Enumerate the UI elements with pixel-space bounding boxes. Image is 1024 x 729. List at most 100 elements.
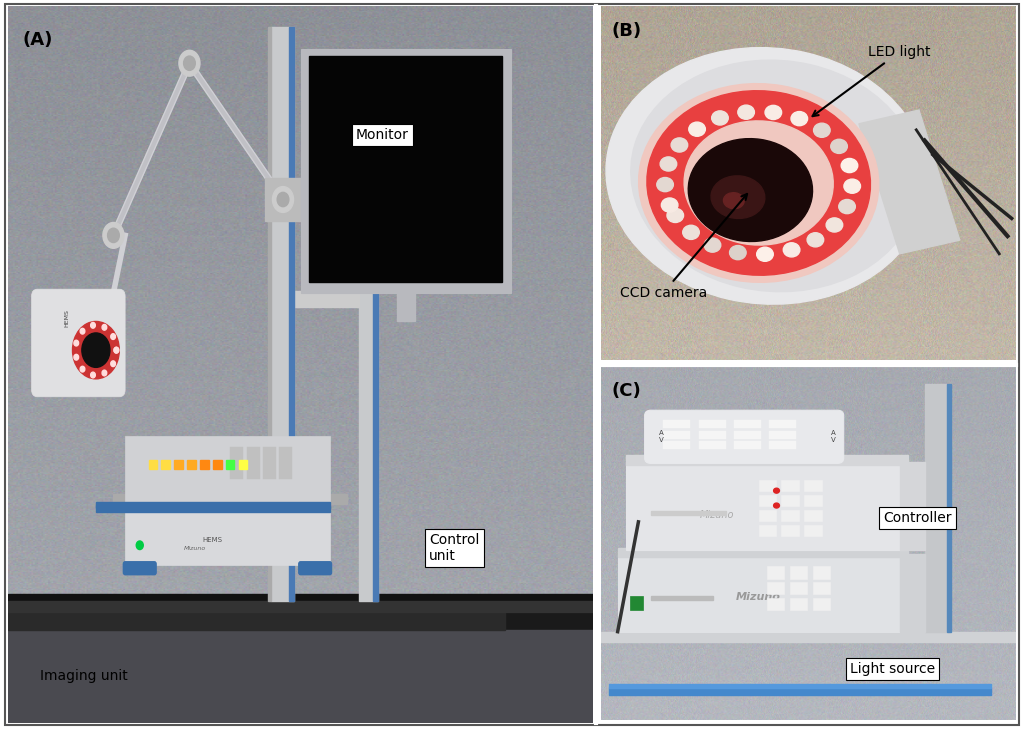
Circle shape — [729, 246, 746, 260]
Bar — [617, 548, 908, 557]
Circle shape — [773, 503, 779, 508]
Bar — [630, 596, 643, 610]
Circle shape — [841, 158, 858, 173]
Circle shape — [757, 247, 773, 261]
Text: (A): (A) — [23, 31, 53, 49]
Bar — [769, 442, 796, 449]
Bar — [359, 63, 378, 601]
Bar — [767, 566, 784, 579]
Circle shape — [791, 112, 808, 125]
Bar — [162, 460, 170, 469]
Bar — [609, 687, 991, 695]
Circle shape — [712, 111, 728, 125]
Circle shape — [74, 354, 79, 360]
Bar — [114, 494, 347, 504]
Circle shape — [773, 488, 779, 493]
Circle shape — [683, 225, 699, 239]
Text: (B): (B) — [611, 22, 642, 40]
Text: Controller: Controller — [883, 511, 951, 526]
Bar — [8, 594, 593, 612]
Text: Control
unit: Control unit — [429, 533, 479, 564]
Bar — [8, 601, 593, 723]
Circle shape — [102, 324, 106, 330]
Bar — [734, 442, 761, 449]
Bar — [734, 420, 761, 428]
Bar — [790, 582, 807, 594]
Bar — [804, 495, 821, 506]
Text: Mizuno: Mizuno — [736, 592, 781, 601]
Bar — [239, 460, 248, 469]
Circle shape — [705, 238, 721, 252]
FancyBboxPatch shape — [125, 436, 330, 504]
Bar — [96, 502, 330, 508]
Bar — [268, 28, 271, 601]
Text: Imaging unit: Imaging unit — [40, 669, 128, 683]
Bar — [309, 56, 502, 282]
Bar — [698, 431, 725, 439]
Bar — [664, 420, 690, 428]
FancyBboxPatch shape — [617, 554, 908, 631]
Bar — [247, 447, 260, 479]
Circle shape — [826, 218, 843, 232]
Bar — [781, 480, 799, 491]
Bar — [609, 684, 991, 688]
Circle shape — [136, 541, 143, 550]
Circle shape — [278, 192, 289, 207]
Bar — [230, 447, 244, 479]
Bar — [734, 431, 761, 439]
Bar — [859, 110, 959, 254]
Circle shape — [91, 322, 95, 328]
Circle shape — [114, 347, 119, 353]
Bar — [289, 28, 294, 601]
Bar — [698, 420, 725, 428]
Circle shape — [179, 50, 200, 76]
Bar — [651, 510, 725, 515]
Bar — [781, 495, 799, 506]
Bar — [804, 525, 821, 536]
Bar — [187, 460, 196, 469]
Text: HEMS: HEMS — [203, 537, 223, 543]
Circle shape — [80, 366, 85, 372]
Circle shape — [844, 179, 860, 193]
Text: Light source: Light source — [850, 662, 935, 676]
FancyBboxPatch shape — [125, 504, 330, 566]
FancyBboxPatch shape — [32, 289, 125, 397]
Bar — [767, 599, 784, 610]
Text: Mizuno: Mizuno — [700, 510, 734, 520]
Ellipse shape — [711, 176, 765, 219]
Bar — [263, 447, 276, 479]
Bar — [767, 582, 784, 594]
Circle shape — [82, 333, 110, 367]
Circle shape — [111, 334, 116, 340]
Bar — [759, 480, 776, 491]
Bar — [769, 431, 796, 439]
Bar — [664, 431, 690, 439]
Bar — [200, 460, 209, 469]
Bar — [781, 510, 799, 521]
Circle shape — [102, 370, 106, 376]
Bar — [213, 460, 221, 469]
Bar — [781, 525, 799, 536]
Bar — [8, 601, 593, 612]
Bar — [698, 442, 725, 449]
Circle shape — [111, 361, 116, 367]
Text: CCD camera: CCD camera — [620, 194, 748, 300]
Circle shape — [272, 187, 294, 212]
Ellipse shape — [606, 47, 928, 304]
Circle shape — [91, 372, 95, 378]
Bar — [804, 480, 821, 491]
Bar — [900, 461, 925, 550]
Bar — [397, 289, 415, 321]
Bar — [373, 63, 378, 601]
Bar — [790, 566, 807, 579]
Circle shape — [662, 198, 678, 212]
Circle shape — [738, 105, 755, 120]
Bar — [769, 420, 796, 428]
Circle shape — [114, 347, 119, 353]
Text: Mizuno: Mizuno — [184, 546, 207, 551]
Circle shape — [830, 139, 847, 153]
Bar — [813, 599, 830, 610]
Ellipse shape — [688, 139, 812, 241]
Bar — [301, 49, 511, 293]
Ellipse shape — [684, 121, 834, 245]
